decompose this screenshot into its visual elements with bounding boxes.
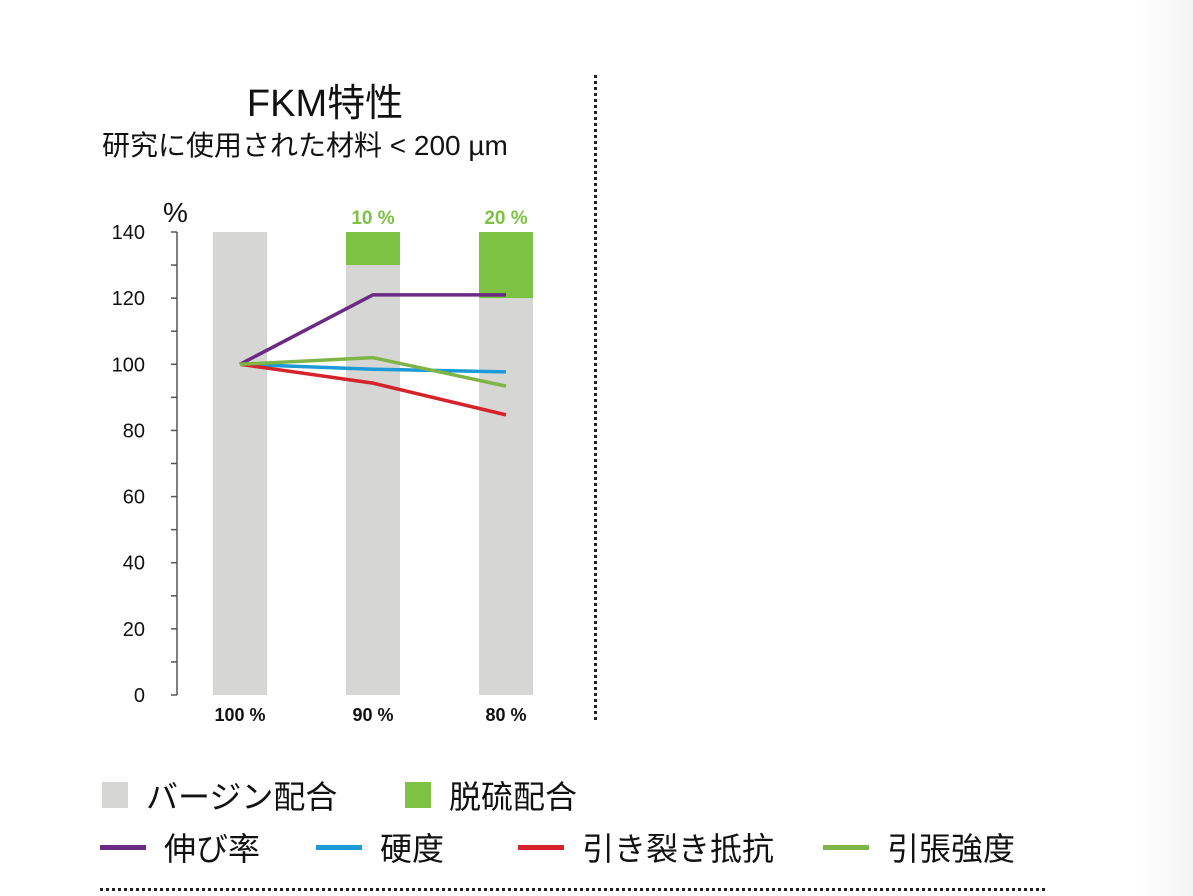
legend-line: [518, 844, 564, 850]
legend-series-2: 引き裂き抵抗: [518, 824, 774, 870]
bar-label: 10 %: [351, 208, 394, 229]
bar-label: 20 %: [484, 208, 527, 229]
legend-line: [316, 844, 362, 850]
legend-series-1: 硬度: [316, 824, 444, 870]
series-line: [239, 355, 507, 388]
y-tick-label: 120: [112, 288, 145, 310]
legend-swatch: [405, 782, 431, 808]
x-tick-label: 100 %: [214, 705, 265, 725]
bar-devulc: [346, 232, 400, 266]
bar-virgin: [479, 298, 533, 695]
x-tick-label: 80 %: [485, 705, 526, 725]
chart-subtitle: 研究に使用された材料 < 200 µm: [102, 130, 508, 161]
bar-virgin: [346, 265, 400, 695]
legend-series-0: 伸び率: [100, 824, 260, 870]
legend-label: 引張強度: [887, 831, 1016, 867]
y-tick-label: 80: [123, 420, 145, 442]
legend-label: 硬度: [380, 831, 445, 867]
vertical-divider: [594, 75, 597, 720]
legend-label: 伸び率: [164, 831, 261, 867]
bar-virgin: [213, 232, 267, 695]
chart: 100 % 10 % 90 % 20 % 80 % 0 20 40 60 80 100 120 140%: [112, 197, 533, 725]
legend-label: 脱硫配合: [449, 779, 578, 815]
legend-devulc: 脱硫配合: [405, 772, 577, 818]
legend-swatch: [102, 782, 128, 808]
chart-title: FKM特性: [246, 83, 404, 125]
legend-series-3: 引張強度: [823, 824, 1015, 870]
y-tick-label: 100: [112, 354, 145, 376]
legend-line: [100, 844, 146, 850]
x-tick-label: 90 %: [352, 705, 393, 725]
y-tick-label: 60: [123, 487, 145, 509]
legend-label: 引き裂き抵抗: [582, 831, 775, 867]
series-line: [239, 362, 507, 417]
y-axis-label: %: [163, 197, 188, 228]
series-line: [239, 293, 506, 366]
y-tick-label: 40: [123, 553, 145, 575]
y-tick-label: 20: [123, 619, 145, 641]
bar-devulc: [479, 232, 533, 299]
series-line: [239, 362, 507, 374]
legend-line: [823, 844, 869, 850]
y-tick-label: 140: [112, 222, 145, 244]
y-tick-label: 0: [134, 685, 145, 707]
horizontal-divider: [100, 888, 1045, 891]
legend-virgin: バージン配合: [102, 772, 337, 818]
legend-label: バージン配合: [146, 779, 338, 815]
